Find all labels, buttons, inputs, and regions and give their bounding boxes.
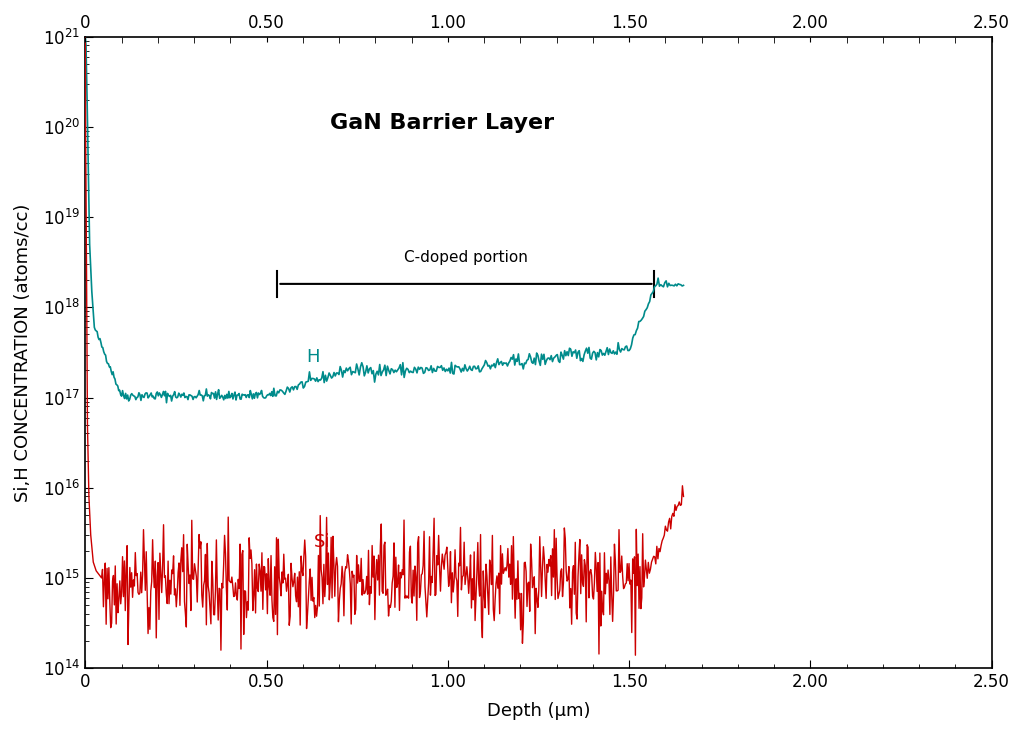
Y-axis label: Si,H CONCENTRATION (atoms/cc): Si,H CONCENTRATION (atoms/cc)	[14, 203, 32, 501]
Text: C-doped portion: C-doped portion	[404, 250, 528, 266]
Text: GaN Barrier Layer: GaN Barrier Layer	[330, 112, 554, 133]
Text: Si: Si	[313, 533, 330, 550]
X-axis label: Depth (μm): Depth (μm)	[486, 702, 590, 720]
Text: H: H	[306, 348, 319, 366]
